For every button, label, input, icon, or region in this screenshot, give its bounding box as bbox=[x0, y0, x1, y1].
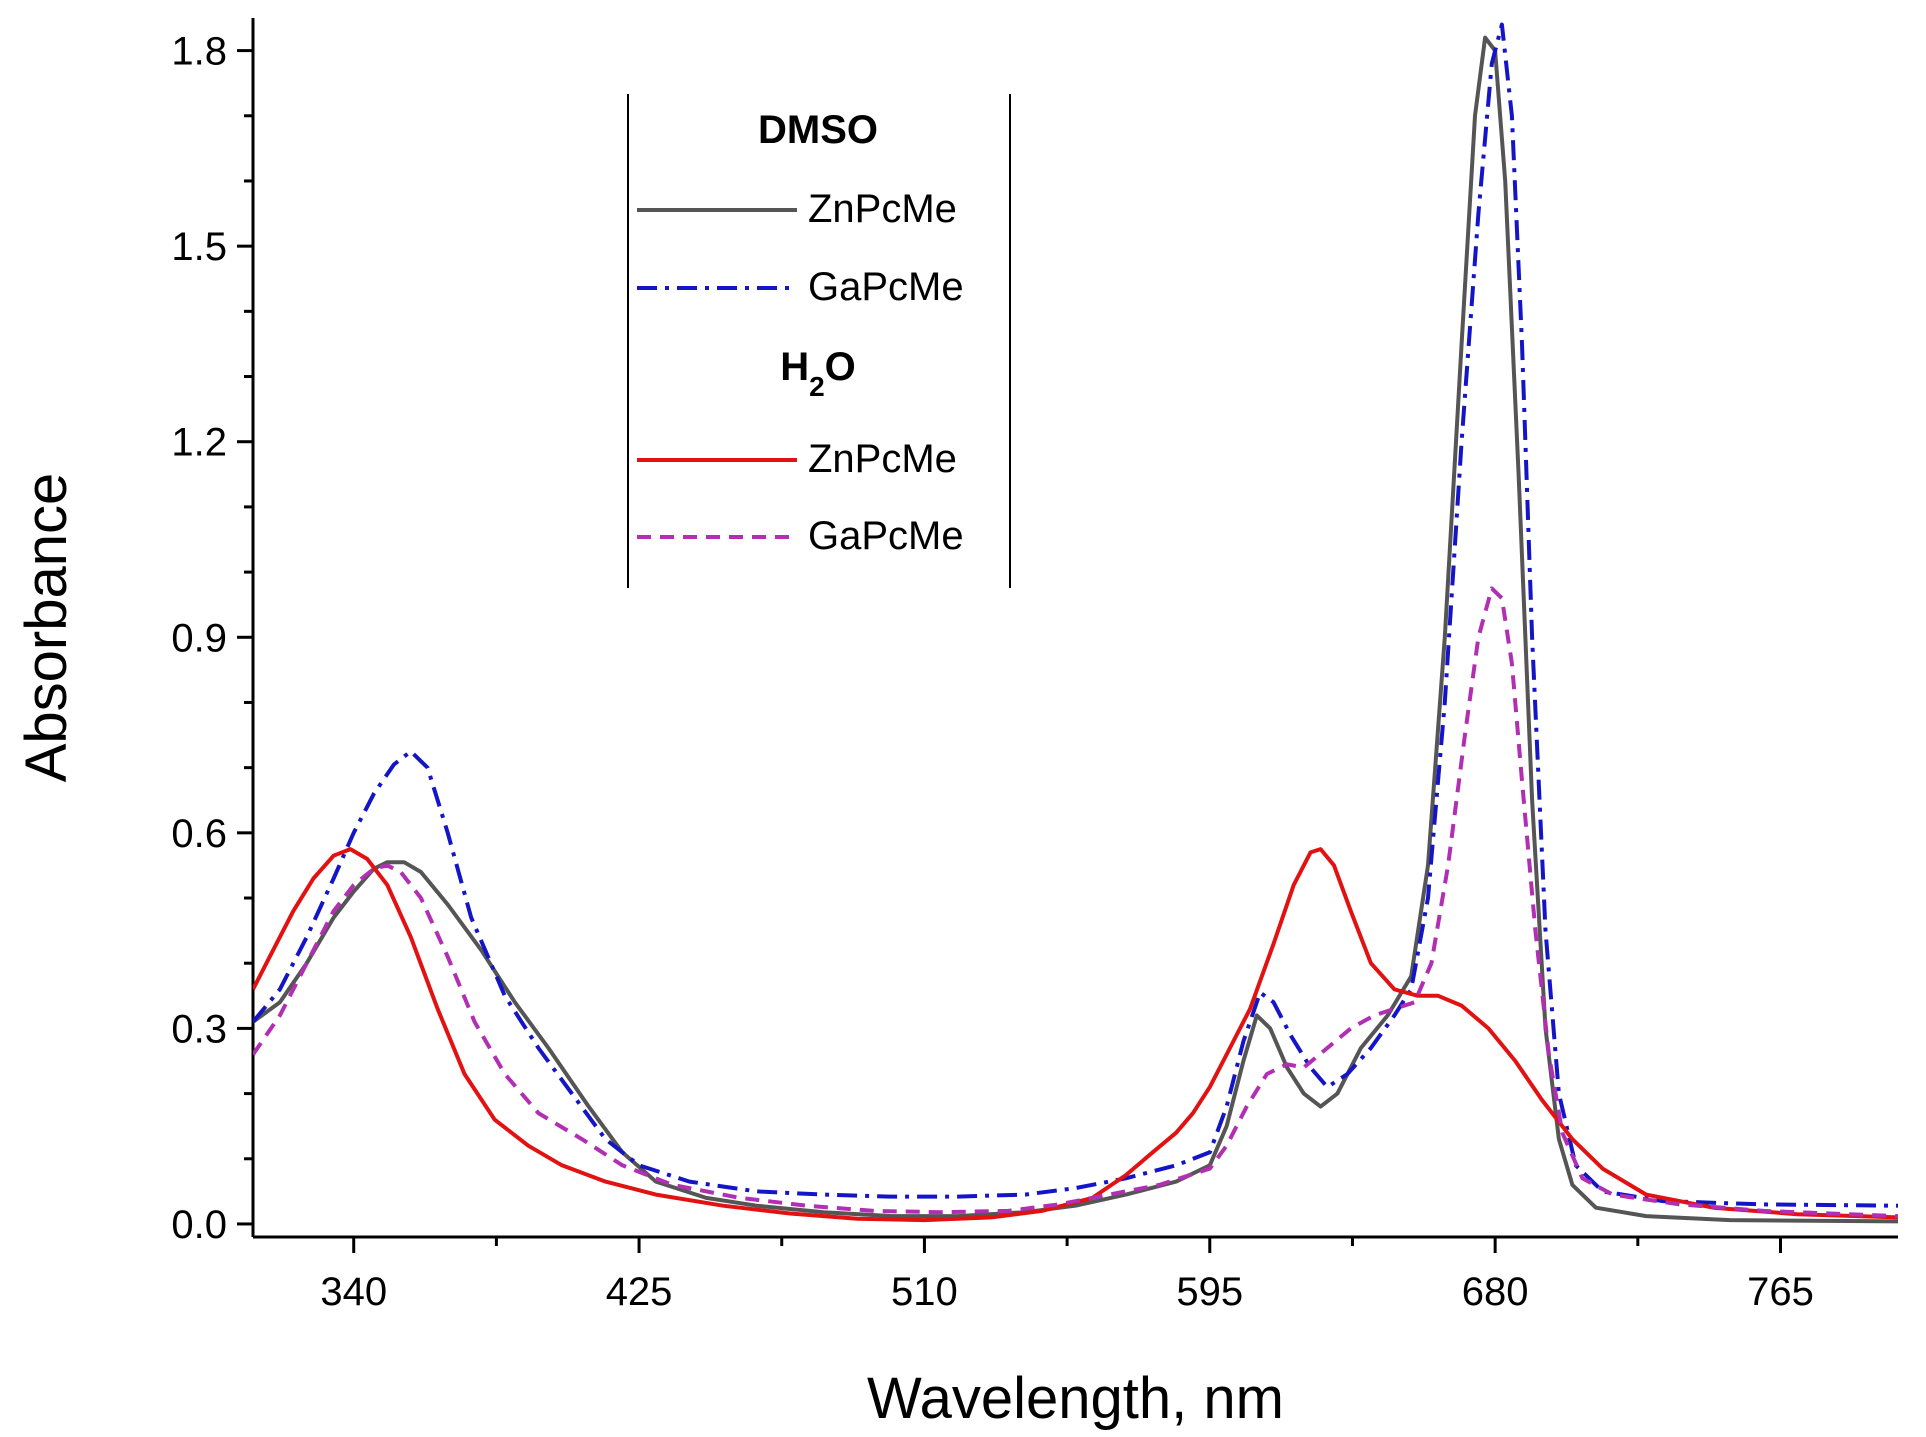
x-axis-title: Wavelength, nm bbox=[867, 1366, 1284, 1431]
y-tick-label: 0.9 bbox=[171, 616, 227, 660]
series-line-1 bbox=[253, 22, 1898, 1208]
y-axis-title: Absorbance bbox=[14, 473, 79, 783]
y-tick-label: 0.6 bbox=[171, 812, 227, 856]
series-line-2 bbox=[253, 847, 1898, 1223]
legend-label-3: GaPcMe bbox=[808, 514, 964, 558]
legend-box bbox=[628, 94, 1010, 588]
y-tick-label: 0.3 bbox=[171, 1007, 227, 1051]
x-tick-label: 595 bbox=[1176, 1270, 1243, 1314]
axes bbox=[251, 18, 1898, 1239]
y-tick-label: 1.2 bbox=[171, 421, 227, 465]
legend: DMSO ZnPcMe GaPcMe H2O ZnPcMe GaPcMe bbox=[627, 94, 1011, 588]
y-tick-label: 0.0 bbox=[171, 1203, 227, 1247]
x-tick-label: 680 bbox=[1462, 1270, 1529, 1314]
series-line-0 bbox=[253, 35, 1898, 1224]
legend-label-0: ZnPcMe bbox=[808, 187, 957, 231]
x-tick-label: 765 bbox=[1747, 1270, 1814, 1314]
x-tick-label: 340 bbox=[320, 1270, 387, 1314]
legend-label-1: GaPcMe bbox=[808, 265, 964, 309]
legend-heading: DMSO bbox=[758, 108, 878, 152]
x-tick-label: 425 bbox=[606, 1270, 673, 1314]
y-tick-label: 1.8 bbox=[171, 30, 227, 74]
x-tick-label: 510 bbox=[891, 1270, 958, 1314]
ticks: 340 425 510 595 680 765 0.0 0.3 0.6 0.9 1.2 1.5 1.8 bbox=[171, 30, 1813, 1314]
series-line-3 bbox=[253, 586, 1898, 1219]
series-layer bbox=[253, 22, 1898, 1224]
y-tick-label: 1.5 bbox=[171, 225, 227, 269]
legend-label-2: ZnPcMe bbox=[808, 437, 957, 481]
legend-heading: H2O bbox=[780, 345, 856, 402]
